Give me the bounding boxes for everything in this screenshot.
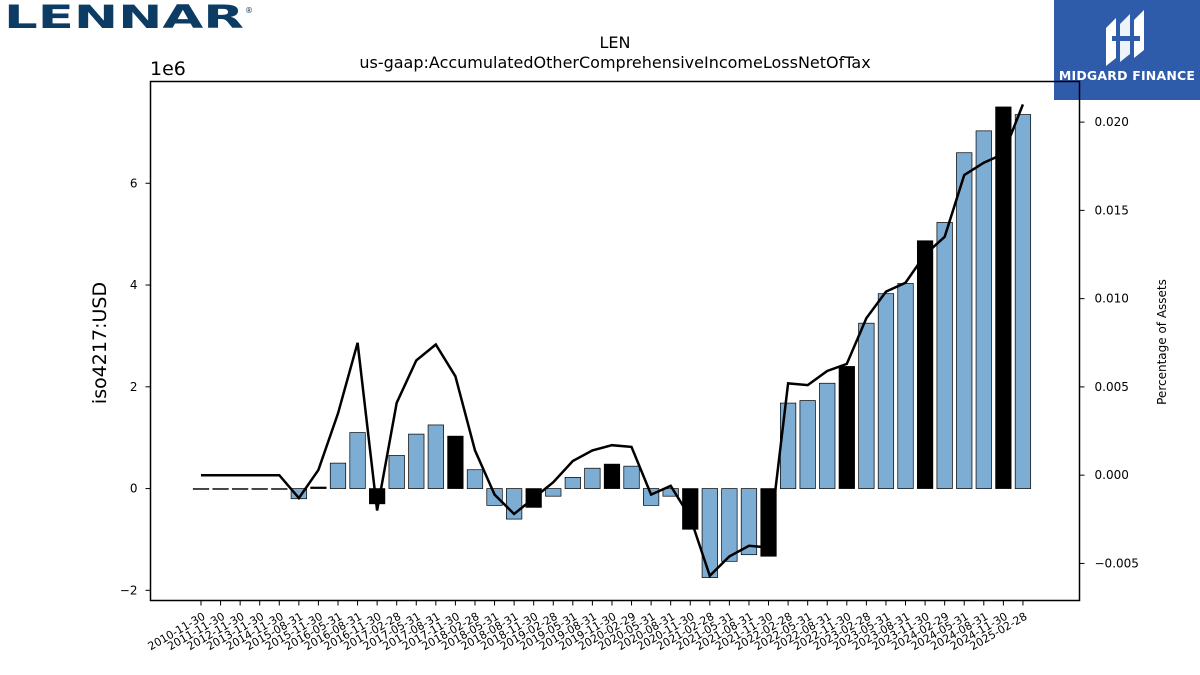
y-offset-label: 1e6 [150,58,186,80]
lennar-logo: LENNAR ® [4,2,253,34]
bar-2021-02-28 [701,488,718,578]
bar-2016-08-31 [349,432,366,489]
y2-tick-label: 0.005 [1095,380,1129,394]
bar-2020-08-31 [662,488,679,497]
bar-2024-05-31 [956,152,973,489]
bar-2019-11-30 [603,463,621,489]
lennar-logo-text: LENNAR [4,2,244,34]
bar-2019-02-28 [545,488,562,497]
bar-2024-11-30 [995,106,1012,489]
bar-2013-11-30 [251,488,268,490]
y-tick-label: 4 [130,278,138,292]
bar-2023-08-31 [897,283,914,489]
y2-tick-label: 0.020 [1095,115,1129,129]
bar-2017-08-31 [427,424,444,489]
bar-2021-08-31 [740,488,758,556]
bar-2024-02-29 [936,222,953,489]
y-tick-label: −2 [120,583,138,597]
y-tick-label: 2 [130,380,138,394]
bar-2023-11-30 [916,240,934,489]
bar-2018-05-31 [486,488,503,506]
bar-2022-08-31 [819,382,836,489]
plot-frame [149,80,1081,602]
bar-2017-11-30 [447,435,464,489]
bar-2019-08-31 [584,467,601,489]
bar-2020-11-30 [682,488,699,530]
y2-tick-label: 0.015 [1095,203,1129,217]
bar-2012-11-30 [232,488,249,490]
bar-2016-05-31 [329,462,347,489]
bars [192,106,1032,578]
bar-2024-08-31 [975,130,992,489]
bar-2025-02-28 [1014,114,1032,489]
midgard-logo-text: MIDGARD FINANCE [1058,68,1196,83]
percentage-line [201,103,1025,579]
bar-2022-11-30 [838,366,855,489]
bar-2022-05-31 [799,400,816,489]
bar-2022-02-28 [779,402,797,489]
y-tick-label: 0 [130,482,138,496]
bar-2010-11-30 [192,488,210,490]
bar-2015-11-30 [310,486,327,489]
bar-2017-02-28 [388,455,405,489]
bar-2023-05-31 [877,293,895,489]
y2-tick-label: −0.005 [1095,556,1139,570]
midgard-emblem-icon [1106,10,1144,66]
bar-2018-02-28 [466,469,484,489]
bar-2017-05-31 [408,433,425,489]
bar-2023-02-28 [858,322,875,489]
midgard-finance-logo: MIDGARD FINANCE [1054,0,1200,100]
y-tick-label: 6 [130,176,138,190]
chart-subtitle: us-gaap:AccumulatedOtherComprehensiveInc… [359,53,870,72]
y2-tick-label: 0.010 [1095,292,1129,306]
bar-2014-11-30 [271,488,288,490]
y2-tick-label: 0.000 [1095,468,1129,482]
bar-2019-05-31 [564,477,581,489]
registered-mark-icon: ® [245,6,253,15]
bar-2021-05-31 [721,488,738,562]
y2-axis-label: Percentage of Assets [1155,279,1169,405]
bar-2011-11-30 [212,488,229,490]
bar-2020-02-29 [623,465,640,489]
y-axis-label: iso4217:USD [89,282,111,404]
chart-title: LEN [600,33,631,52]
